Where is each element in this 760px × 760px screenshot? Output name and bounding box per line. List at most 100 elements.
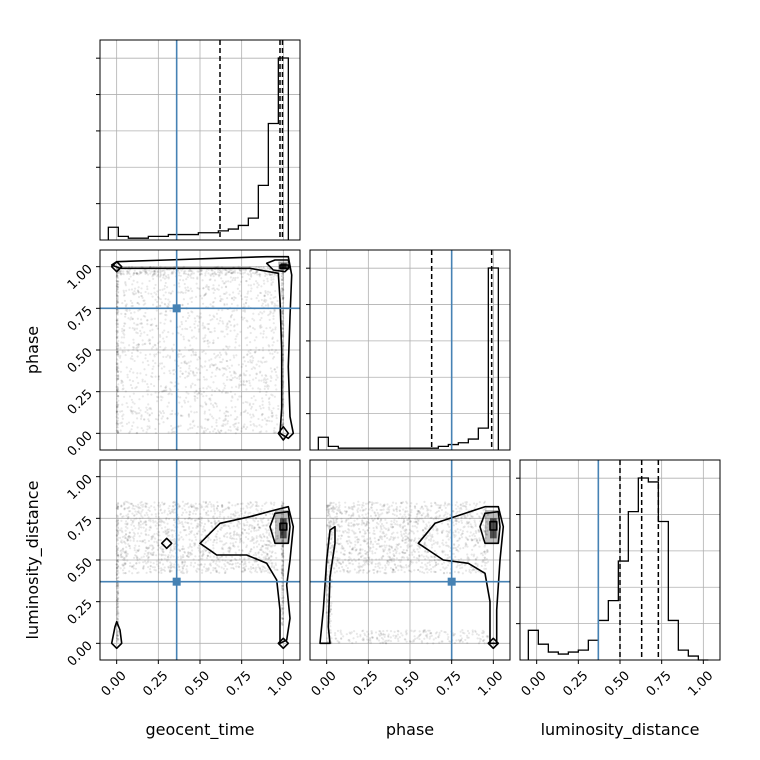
sample-point: [346, 569, 349, 573]
sample-point: [168, 534, 171, 537]
sample-point: [251, 359, 254, 362]
sample-point: [180, 521, 184, 524]
sample-point: [116, 342, 119, 345]
sample-point: [259, 539, 263, 542]
sample-point: [267, 349, 271, 352]
sample-point: [133, 359, 136, 363]
sample-point: [426, 550, 430, 553]
sample-point: [115, 348, 119, 351]
sample-point: [116, 634, 119, 637]
sample-point: [257, 360, 260, 363]
sample-point: [372, 519, 375, 522]
sample-point: [270, 376, 273, 380]
sample-point: [281, 544, 284, 547]
sample-point: [191, 382, 194, 385]
sample-point: [184, 521, 187, 524]
sample-point: [255, 560, 258, 563]
sample-point: [231, 271, 235, 274]
sample-point: [281, 530, 284, 534]
sample-point: [181, 571, 184, 575]
sample-point: [176, 412, 180, 415]
sample-point: [282, 552, 285, 555]
sample-point: [119, 272, 122, 275]
sample-point: [126, 376, 129, 379]
sample-point: [281, 611, 285, 614]
sample-point: [115, 365, 119, 368]
sample-point: [147, 292, 150, 295]
sample-point: [215, 570, 218, 573]
sample-point: [258, 273, 261, 276]
sample-point: [230, 364, 234, 367]
sample-point: [121, 351, 124, 354]
sample-point: [266, 543, 269, 546]
sample-point: [215, 405, 219, 408]
sample-point: [448, 525, 451, 529]
sample-point: [160, 390, 164, 393]
sample-point: [162, 520, 165, 523]
sample-point: [115, 308, 119, 311]
sample-point: [197, 328, 201, 331]
sample-point: [190, 276, 193, 279]
sample-point: [260, 325, 263, 329]
sample-point: [205, 368, 209, 372]
sample-point: [425, 537, 428, 540]
sample-point: [116, 592, 120, 595]
sample-point: [360, 523, 363, 526]
sample-point: [174, 503, 177, 507]
sample-point: [281, 423, 284, 426]
sample-point: [153, 384, 156, 388]
sample-point: [244, 295, 247, 299]
sample-point: [121, 569, 125, 572]
sample-point: [468, 568, 471, 571]
sample-point: [134, 387, 137, 390]
sample-point: [280, 553, 284, 557]
sample-point: [241, 549, 244, 552]
sample-point: [158, 340, 161, 343]
sample-point: [212, 559, 215, 562]
sample-point: [276, 537, 280, 540]
sample-point: [208, 365, 212, 369]
sample-point: [222, 567, 225, 570]
sample-point: [197, 563, 200, 566]
sample-point: [388, 555, 391, 559]
sample-point: [134, 567, 138, 570]
sample-point: [256, 545, 259, 548]
sample-point: [481, 552, 484, 555]
sample-point: [282, 569, 285, 573]
sample-point: [407, 518, 410, 521]
sample-point: [162, 355, 165, 358]
sample-point: [227, 515, 230, 518]
sample-point: [368, 550, 371, 553]
sample-point: [136, 431, 139, 434]
sample-point: [117, 366, 120, 370]
sample-point: [120, 555, 123, 559]
sample-point: [138, 548, 141, 551]
sample-point: [445, 541, 448, 544]
sample-point: [244, 409, 247, 412]
sample-point: [165, 558, 168, 561]
sample-point: [116, 310, 119, 313]
sample-point: [348, 545, 352, 548]
sample-point: [257, 266, 260, 269]
sample-point: [408, 564, 411, 567]
sample-point: [219, 271, 222, 274]
sample-point: [245, 544, 248, 547]
sample-point: [282, 301, 285, 304]
sample-point: [335, 520, 338, 523]
sample-point: [226, 391, 229, 394]
sample-point: [197, 530, 200, 533]
sample-point: [116, 567, 119, 571]
sample-point: [409, 563, 412, 566]
sample-point: [454, 546, 458, 550]
sample-point: [281, 309, 285, 312]
sample-point: [116, 565, 120, 568]
sample-point: [197, 518, 200, 521]
sample-point: [281, 311, 284, 314]
sample-point: [153, 343, 156, 346]
sample-point: [280, 533, 284, 536]
sample-point: [250, 275, 253, 278]
sample-point: [120, 312, 123, 315]
sample-point: [151, 328, 154, 331]
sample-point: [447, 556, 450, 559]
sample-point: [282, 554, 285, 557]
